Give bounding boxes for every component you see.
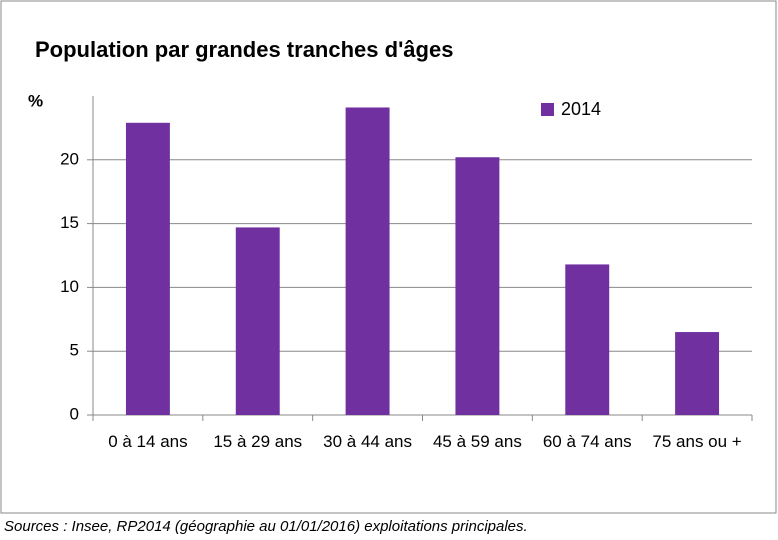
- source-note: Sources : Insee, RP2014 (géographie au 0…: [4, 518, 528, 535]
- legend-swatch: [541, 103, 554, 116]
- legend-label: 2014: [561, 99, 601, 119]
- y-tick-label: 20: [60, 149, 79, 168]
- x-tick-label: 15 à 29 ans: [213, 432, 303, 451]
- y-tick-label: 0: [70, 404, 79, 423]
- bar: [235, 227, 280, 415]
- bar: [565, 264, 610, 415]
- x-tick-label: 0 à 14 ans: [108, 432, 188, 451]
- bar: [125, 122, 170, 416]
- chart-title: Population par grandes tranches d'âges: [35, 37, 453, 62]
- bar: [675, 332, 720, 415]
- y-axis-label: %: [28, 91, 43, 110]
- x-tick-label: 75 ans ou +: [652, 432, 742, 451]
- x-tick-label: 30 à 44 ans: [323, 432, 412, 451]
- bar: [455, 157, 500, 416]
- y-tick-label: 15: [60, 213, 79, 232]
- y-tick-label: 5: [70, 341, 79, 360]
- bar: [345, 107, 390, 415]
- x-tick-label: 45 à 59 ans: [432, 432, 522, 451]
- x-tick-label: 60 à 74 ans: [542, 432, 632, 451]
- y-tick-label: 10: [60, 277, 79, 296]
